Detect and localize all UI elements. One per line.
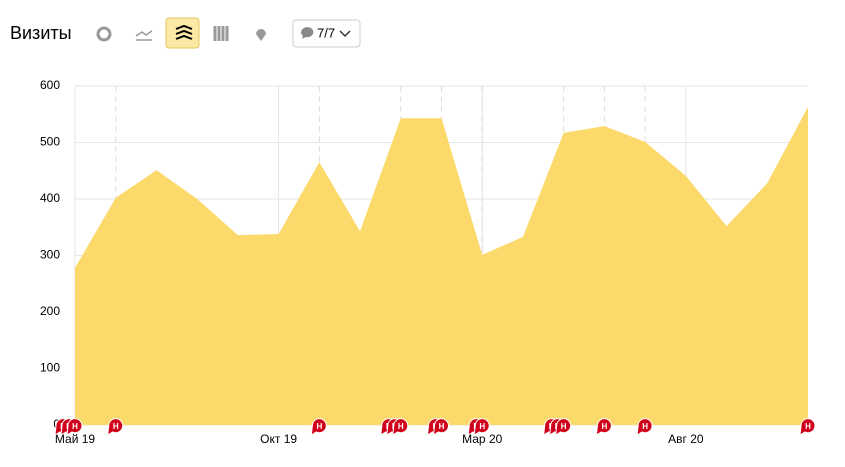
x-tick-label: Май 19 bbox=[55, 432, 96, 446]
x-tick-label: Окт 19 bbox=[260, 432, 297, 446]
area bbox=[75, 106, 808, 425]
marker-bubble bbox=[432, 418, 449, 436]
marker-label: Н bbox=[316, 422, 322, 431]
y-tick-label: 500 bbox=[40, 135, 60, 149]
marker-bubble bbox=[392, 418, 409, 436]
marker-label: Н bbox=[805, 422, 811, 431]
event-marker: Н bbox=[310, 418, 327, 436]
y-tick-label: 100 bbox=[40, 361, 60, 375]
view-buttons[interactable] bbox=[96, 17, 266, 49]
y-tick-label: 300 bbox=[40, 248, 60, 262]
event-marker: Н bbox=[555, 418, 572, 436]
marker-bubble bbox=[473, 418, 490, 436]
marker-label: Н bbox=[439, 422, 445, 431]
marker-label: Н bbox=[479, 422, 485, 431]
event-marker: Н bbox=[473, 418, 490, 436]
chart-title: Визиты bbox=[10, 23, 72, 43]
filter-button[interactable] bbox=[292, 19, 361, 48]
pie-icon[interactable] bbox=[96, 26, 112, 42]
marker-bubble bbox=[799, 418, 816, 436]
y-tick-label: 600 bbox=[40, 78, 60, 92]
marker-label: Н bbox=[642, 422, 648, 431]
marker-label: Н bbox=[398, 422, 404, 431]
event-marker: Н bbox=[107, 418, 124, 436]
marker-label: Н bbox=[601, 422, 607, 431]
area-button-selected[interactable] bbox=[165, 17, 200, 49]
event-marker: Н bbox=[66, 418, 83, 436]
marker-label: Н bbox=[113, 422, 119, 431]
marker-label: Н bbox=[561, 422, 567, 431]
event-marker: Н bbox=[595, 418, 612, 436]
event-marker: Н bbox=[636, 418, 653, 436]
marker-bubble bbox=[66, 418, 83, 436]
y-tick-label: 200 bbox=[40, 304, 60, 318]
chevron bbox=[339, 30, 351, 38]
event-marker: Н bbox=[432, 418, 449, 436]
marker-bubble bbox=[310, 418, 327, 436]
filter-label[interactable]: 7/7 bbox=[317, 25, 335, 40]
area-icon[interactable] bbox=[175, 24, 193, 40]
event-marker: Н bbox=[799, 418, 816, 436]
marker-bubble bbox=[555, 418, 572, 436]
chat-icon bbox=[301, 27, 314, 39]
event-marker: Н bbox=[392, 418, 409, 436]
marker-bubble bbox=[595, 418, 612, 436]
marker-bubble bbox=[107, 418, 124, 436]
map-icon[interactable] bbox=[256, 29, 266, 41]
bar-icon[interactable] bbox=[213, 26, 229, 41]
marker-bubble bbox=[636, 418, 653, 436]
line-icon[interactable] bbox=[135, 30, 153, 41]
x-tick-label: Авг 20 bbox=[668, 432, 704, 446]
y-tick-label: 400 bbox=[40, 191, 60, 205]
x-tick-label: Мар 20 bbox=[462, 432, 502, 446]
marker-label: Н bbox=[72, 422, 78, 431]
